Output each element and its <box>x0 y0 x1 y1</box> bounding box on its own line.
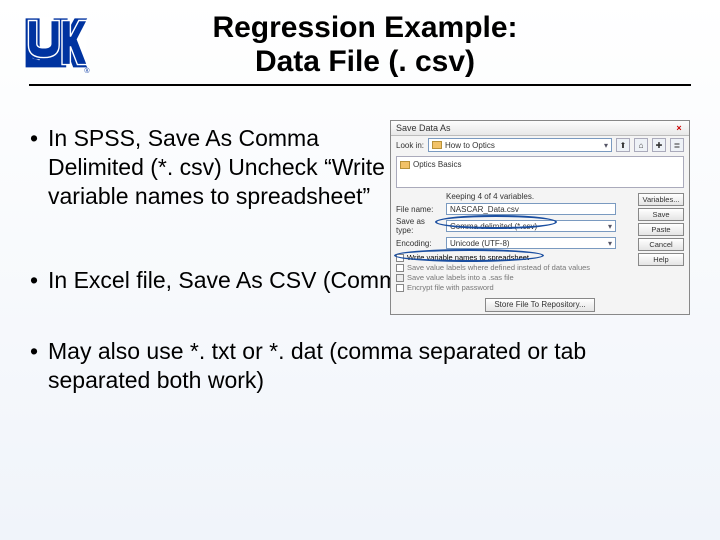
file-list[interactable]: Optics Basics <box>396 156 684 188</box>
list-item[interactable]: Optics Basics <box>400 160 680 169</box>
folder-icon <box>400 161 410 169</box>
save-dialog: Save Data As × Look in: How to Optics ▾ … <box>390 120 690 315</box>
dialog-title-text: Save Data As <box>396 123 451 133</box>
checkbox-icon[interactable] <box>396 284 404 292</box>
checkbox-icon[interactable] <box>396 254 404 262</box>
store-repository-button[interactable]: Store File To Repository... <box>485 298 595 312</box>
bullet-3: • May also use *. txt or *. dat (comma s… <box>30 337 690 395</box>
home-icon[interactable]: ⌂ <box>634 138 648 152</box>
list-view-icon[interactable]: ≣ <box>670 138 684 152</box>
checkbox-icon[interactable] <box>396 264 404 272</box>
encoding-label: Encoding: <box>396 239 442 248</box>
close-icon[interactable]: × <box>674 123 684 133</box>
new-folder-icon[interactable]: ✚ <box>652 138 666 152</box>
cancel-button[interactable]: Cancel <box>638 238 684 251</box>
slide-title-line1: Regression Example: <box>90 11 640 46</box>
checkbox-icon <box>396 274 404 282</box>
lookin-dropdown[interactable]: How to Optics ▾ <box>428 138 612 152</box>
dialog-titlebar: Save Data As × <box>391 121 689 136</box>
slide-title-line2: Data File (. csv) <box>90 45 640 80</box>
save-button[interactable]: Save <box>638 208 684 221</box>
checkbox-row-3: Save value labels into a .sas file <box>396 273 684 283</box>
saveas-dropdown[interactable]: Comma delimited (*.csv)▾ <box>446 220 616 232</box>
saveas-label: Save as type: <box>396 217 442 235</box>
encoding-dropdown[interactable]: Unicode (UTF-8)▾ <box>446 237 616 249</box>
help-button[interactable]: Help <box>638 253 684 266</box>
up-folder-icon[interactable]: ⬆ <box>616 138 630 152</box>
variables-button[interactable]: Variables... <box>638 193 684 206</box>
filename-input[interactable]: NASCAR_Data.csv <box>446 203 616 215</box>
paste-button[interactable]: Paste <box>638 223 684 236</box>
filename-label: File name: <box>396 205 442 214</box>
lookin-label: Look in: <box>396 141 424 150</box>
uk-logo: ® <box>20 10 90 80</box>
svg-text:®: ® <box>84 67 90 75</box>
checkbox-row-4[interactable]: Encrypt file with password <box>396 283 684 293</box>
